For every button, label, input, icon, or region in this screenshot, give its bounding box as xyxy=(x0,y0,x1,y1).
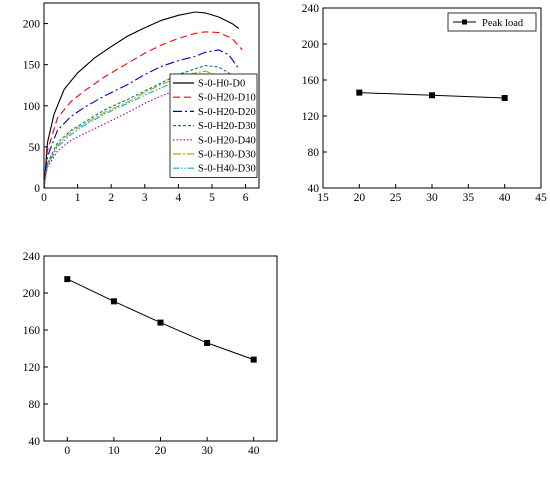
series-line-S-0-H0-D0 xyxy=(43,11,240,189)
y-tick-label: 80 xyxy=(29,399,41,411)
x-tick-label: 40 xyxy=(248,445,260,457)
x-tick-label: 0 xyxy=(64,445,70,457)
y-tick-label: 50 xyxy=(29,142,41,154)
legend-label: Peak load xyxy=(482,18,524,29)
data-point xyxy=(429,92,435,99)
panel-a-frame xyxy=(43,2,260,189)
data-point xyxy=(204,339,211,346)
panel-c: 0 10 20 30 40 40 80 120 160 200 240 xyxy=(23,251,278,457)
y-tick-label: 40 xyxy=(29,436,41,448)
x-tick-label: 4 xyxy=(176,192,182,204)
x-tick-label: 1 xyxy=(75,192,81,204)
legend-label: S-0-H20-D10 xyxy=(198,93,256,104)
legend-box xyxy=(447,12,537,32)
data-point xyxy=(157,319,164,326)
legend-label: S-0-H30-D30 xyxy=(198,150,256,161)
x-tick-label: 30 xyxy=(426,192,438,204)
x-tick-label: 15 xyxy=(317,192,329,204)
data-point xyxy=(356,89,363,96)
y-tick-label: 40 xyxy=(308,183,320,195)
series-line-S-0-H30-D30 xyxy=(43,70,223,189)
y-tick-label: 100 xyxy=(23,101,41,113)
x-tick-label: 30 xyxy=(201,445,213,457)
x-tick-label: 0 xyxy=(41,192,47,204)
y-tick-label: 120 xyxy=(302,111,320,123)
panel-b-legend: Peak load xyxy=(447,12,537,32)
series-line-S-0-H40-D30 xyxy=(43,73,220,189)
y-tick-label: 120 xyxy=(23,362,41,374)
x-tick-label: 5 xyxy=(209,192,215,204)
legend-label: S-0-H20-D30 xyxy=(198,121,256,132)
y-tick-label: 160 xyxy=(302,75,320,87)
y-tick-label: 200 xyxy=(23,288,41,300)
series-line xyxy=(67,278,254,361)
legend-label: S-0-H40-D30 xyxy=(198,164,256,175)
panel-b: Peak load 15 20 25 30 35 40 45 40 80 120 160 200 240 xyxy=(302,3,547,204)
x-tick-label: 10 xyxy=(108,445,120,457)
legend-swatch-marker xyxy=(462,19,467,25)
y-tick-label: 160 xyxy=(23,325,41,337)
x-tick-label: 40 xyxy=(499,192,511,204)
y-tick-label: 150 xyxy=(23,60,41,72)
data-point xyxy=(110,298,117,305)
legend-label: S-0-H0-D0 xyxy=(198,79,245,90)
x-tick-label: 20 xyxy=(155,445,167,457)
x-tick-label: 25 xyxy=(390,192,402,204)
panel-c-frame xyxy=(43,255,278,442)
data-point xyxy=(501,95,508,101)
data-point xyxy=(250,356,257,363)
y-tick-label: 0 xyxy=(34,183,40,195)
legend-label: S-0-H20-D40 xyxy=(198,135,256,146)
series-line-S-0-H20-D10 xyxy=(43,31,243,189)
x-tick-label: 3 xyxy=(142,192,148,204)
y-tick-label: 240 xyxy=(302,3,320,15)
legend-label: S-0-H20-D20 xyxy=(198,107,256,118)
x-tick-label: 6 xyxy=(243,192,249,204)
x-tick-label: 35 xyxy=(463,192,475,204)
x-tick-label: 20 xyxy=(354,192,366,204)
y-tick-label: 200 xyxy=(302,39,320,51)
data-point xyxy=(64,276,71,283)
y-tick-label: 240 xyxy=(23,251,41,263)
y-tick-label: 80 xyxy=(308,147,320,159)
y-tick-label: 200 xyxy=(23,19,41,31)
x-tick-label: 2 xyxy=(108,192,114,204)
panel-a-legend: S-0-H0-D0 S-0-H20-D10 S-0-H20-D20 S-0-H20-D… xyxy=(169,73,258,178)
x-tick-label: 45 xyxy=(535,192,547,204)
series-line-S-0-H20-D40 xyxy=(43,83,220,189)
panel-a: S-0-H0-D0 S-0-H20-D10 S-0-H20-D20 S-0-H20-D… xyxy=(23,2,260,204)
